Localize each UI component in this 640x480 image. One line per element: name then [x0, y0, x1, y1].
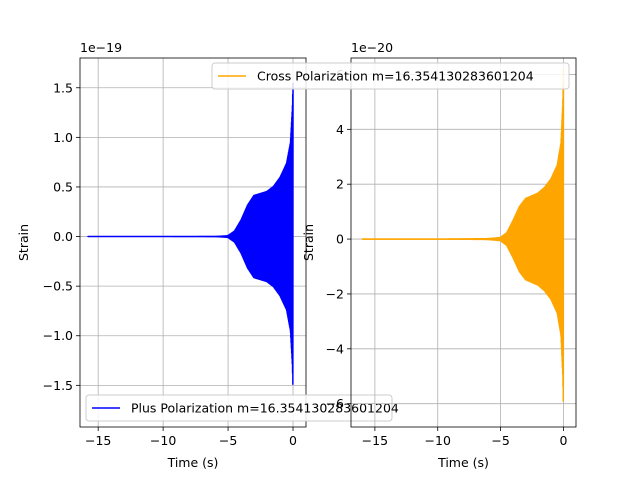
x-tick-label: −5 — [491, 433, 509, 448]
y-tick-label: −4 — [326, 341, 344, 356]
y-tick-label: −0.5 — [43, 279, 73, 294]
x-tick-label: −15 — [362, 433, 388, 448]
y-axis-label: Strain — [301, 224, 316, 261]
axis-offset-label: 1e−19 — [80, 40, 122, 55]
x-tick-label: −5 — [219, 433, 237, 448]
legend-entry-label: Cross Polarization m=16.354130283601204 — [257, 69, 534, 84]
y-tick-label: 0 — [336, 232, 344, 247]
y-tick-label: −2 — [326, 286, 344, 301]
y-tick-label: 0.5 — [53, 179, 73, 194]
y-tick-label: −6 — [326, 396, 344, 411]
x-tick-label: −10 — [150, 433, 176, 448]
y-axis-label: Strain — [16, 224, 31, 261]
axes-frame — [350, 57, 577, 428]
y-tick-label: 0.0 — [53, 229, 73, 244]
y-tick-label: −1.5 — [43, 378, 73, 393]
x-tick-label: −10 — [425, 433, 451, 448]
axes-frame — [79, 57, 307, 428]
x-axis-label: Time (s) — [167, 455, 219, 470]
y-tick-label: 4 — [336, 122, 344, 137]
y-tick-label: 1.0 — [53, 130, 73, 145]
x-tick-label: −15 — [85, 433, 111, 448]
legend-box — [85, 394, 393, 422]
axis-offset-label: 1e−20 — [351, 40, 393, 55]
legend-box — [211, 62, 570, 90]
y-tick-label: −1.0 — [43, 328, 73, 343]
x-tick-label: 0 — [289, 433, 297, 448]
x-tick-label: 0 — [559, 433, 567, 448]
plus-polarization-panel: −15 −10 −5 0 1.5 1.0 0.5 0.0 −0.5 −1.0 −1.5 Time (s… — [16, 40, 399, 470]
y-tick-label: 1.5 — [53, 80, 73, 95]
y-tick-label: 2 — [336, 177, 344, 192]
legend: Plus Polarization m=16.354130283601204 — [85, 394, 399, 422]
legend-entry-label: Plus Polarization m=16.354130283601204 — [131, 401, 399, 416]
legend: Cross Polarization m=16.354130283601204 — [211, 62, 570, 90]
x-axis-label: Time (s) — [437, 455, 489, 470]
